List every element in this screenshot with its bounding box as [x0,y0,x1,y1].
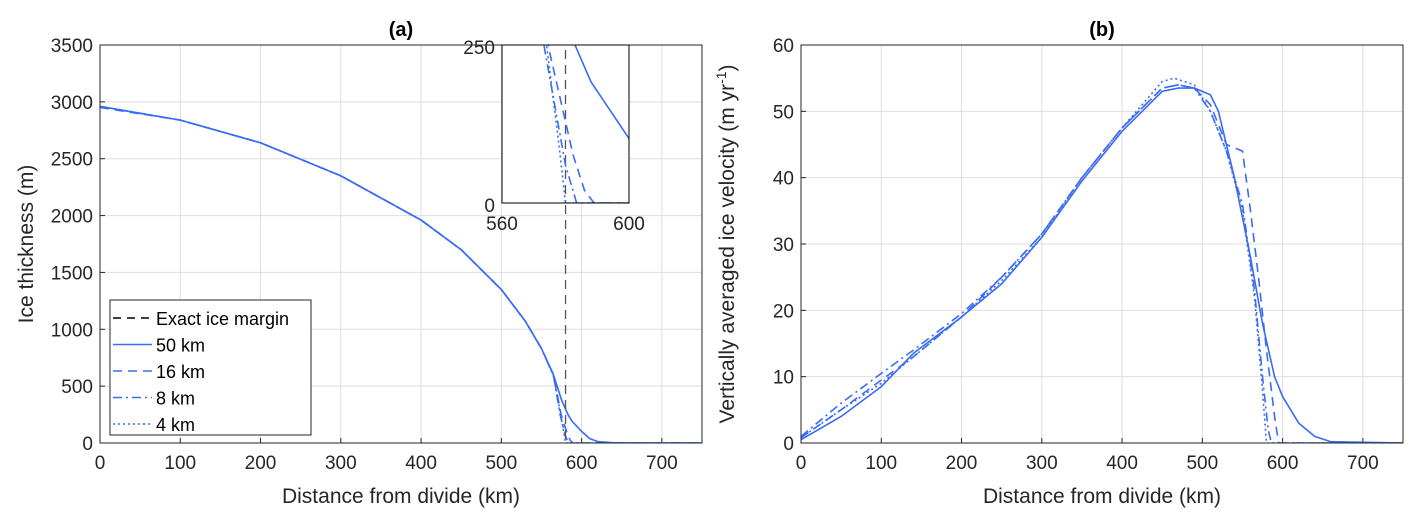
series-line-16-km [801,83,1403,443]
x-tick-label: 400 [405,453,437,474]
y-tick-label: 3000 [51,93,93,114]
x-tick-label: 600 [566,453,598,474]
legend-label: 4 km [156,415,195,435]
chart-title: (b) [1089,19,1115,41]
y-tick-label: 10 [773,368,794,389]
y-axis-label-text: Vertically averaged ice velocity (m yr [716,84,739,424]
axes-frame [99,44,703,444]
y-tick-label: 60 [773,36,794,57]
legend-label: 50 km [156,336,205,356]
series-line-8-km [100,105,702,443]
legend-box [109,299,312,436]
series-line-16-km [547,45,629,203]
y-tick-label: 2500 [51,150,93,171]
panel-b-axes: 0 100 200 300 400 500 600 700 0 10 20 30 40 50 60 (b) Di… [713,19,1404,508]
x-tick-label: 0 [95,453,106,474]
y-tick-label: 0 [484,196,495,217]
axes-frame [501,44,630,204]
chart-title: (a) [389,19,413,41]
y-tick-label: 0 [783,434,794,455]
x-tick-label: 500 [485,453,517,474]
x-axis-label: Distance from divide (km) [983,485,1221,508]
y-axis-label: Ice thickness (m) [15,165,38,324]
x-tick-label: 700 [1347,453,1379,474]
series-line-4-km [801,77,1403,443]
x-tick-label: 300 [325,453,357,474]
plot-lines [100,105,702,443]
x-tick-label: 700 [646,453,678,474]
x-tick-label: 600 [1267,453,1299,474]
y-tick-label: 30 [773,235,794,256]
series-line-16-km [100,106,702,443]
x-tick-label: 600 [613,214,645,235]
series-line-8-km [801,83,1403,443]
y-tick-label: 0 [82,434,93,455]
legend-label: 8 km [156,389,195,409]
y-tick-label: 1000 [51,320,93,341]
x-tick-label: 400 [1106,453,1138,474]
x-tick-label: 200 [245,453,277,474]
inset-axes: 560 600 0 250 [463,38,645,235]
y-tick-label: 250 [463,38,495,59]
y-tick-label: 3500 [51,36,93,57]
y-axis-label: Vertically averaged ice velocity (m yr-1… [713,64,739,423]
plot-lines [801,77,1403,443]
series-line-8-km [543,45,629,203]
x-tick-label: 560 [486,214,518,235]
legend-label: 16 km [156,362,205,382]
x-tick-label: 300 [1026,453,1058,474]
x-tick-label: 500 [1186,453,1218,474]
y-axis-label-text: Ice thickness (m) [15,165,38,324]
x-tick-label: 100 [865,453,897,474]
legend: Exact ice margin 50 km 16 km 8 km 4 km [109,299,312,436]
y-tick-label: 2000 [51,207,93,228]
x-tick-label: 200 [946,453,978,474]
y-tick-label: 500 [61,377,93,398]
axes-frame [800,44,1404,444]
x-axis-label: Distance from divide (km) [282,485,520,508]
plot-lines [543,45,629,203]
x-tick-label: 100 [164,453,196,474]
y-tick-label: 1500 [51,263,93,284]
y-axis-label-superscript: -1 [713,71,729,84]
y-tick-label: 20 [773,301,794,322]
legend-label: Exact ice margin [156,309,289,329]
y-axis-label-end: ) [716,64,739,71]
x-tick-label: 0 [796,453,807,474]
y-tick-label: 40 [773,169,794,190]
y-tick-label: 50 [773,102,794,123]
series-line-4-km [100,105,702,443]
